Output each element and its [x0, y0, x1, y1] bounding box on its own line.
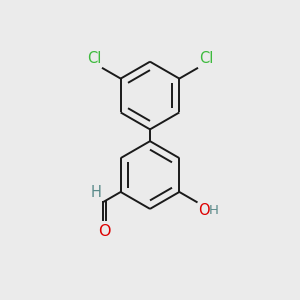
- Text: Cl: Cl: [87, 51, 101, 66]
- Text: Cl: Cl: [199, 51, 213, 66]
- Text: O: O: [198, 203, 209, 218]
- Text: O: O: [99, 224, 111, 239]
- Text: H: H: [208, 204, 218, 217]
- Text: H: H: [91, 185, 102, 200]
